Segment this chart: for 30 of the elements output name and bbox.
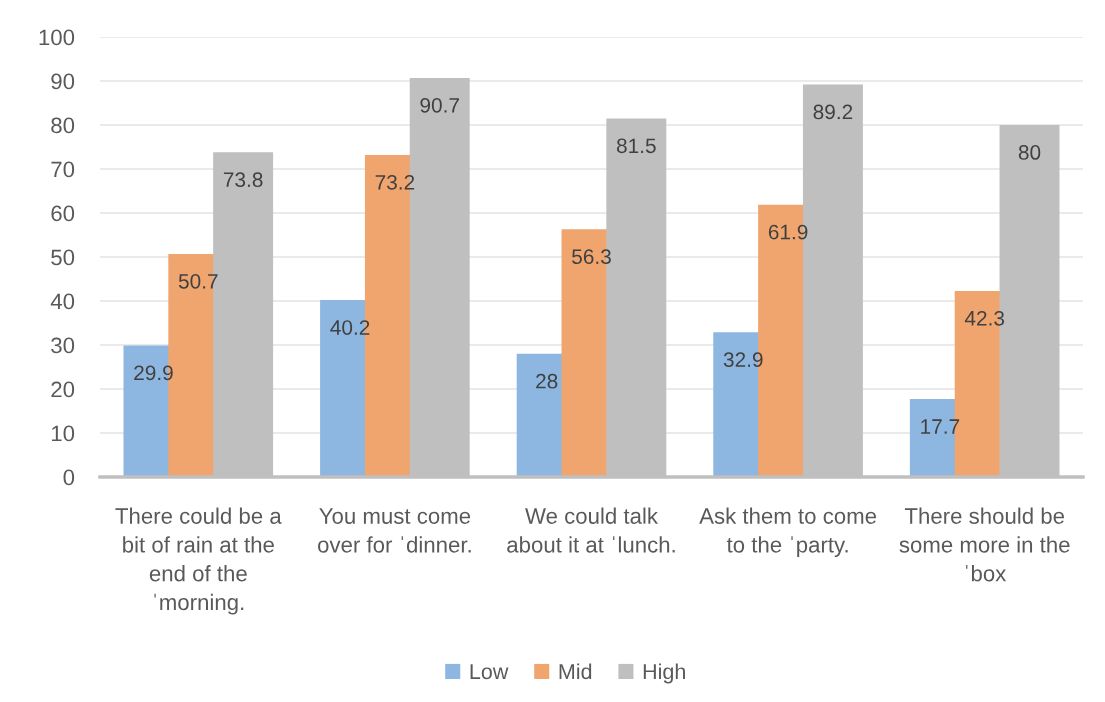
x-tick-label: Ask them to come to the ˈparty.: [699, 507, 877, 558]
data-label: 28: [536, 373, 558, 389]
data-label: 56.3: [572, 249, 611, 265]
legend-label: High: [643, 663, 685, 684]
y-tick-label: 30: [51, 337, 75, 354]
legend-label: Low: [470, 664, 509, 680]
legend-label: Mid: [559, 663, 592, 680]
data-label: 42.3: [964, 310, 1005, 326]
data-label: 81.5: [616, 138, 656, 154]
y-tick-label: 0: [63, 469, 75, 486]
data-label: 80: [1018, 145, 1041, 160]
data-label: 89.2: [813, 104, 853, 120]
y-tick-label: 90: [51, 73, 75, 90]
data-label: 73.2: [375, 174, 415, 190]
y-tick-label: 60: [51, 205, 75, 222]
x-tick-label: You must come over for ˈdinner.: [318, 508, 471, 553]
x-tick-label: There could be a bit of rain at the end of the ˈmorning.: [115, 507, 282, 615]
y-tick-label: 70: [51, 161, 75, 178]
data-label: 50.7: [178, 273, 218, 289]
data-label: 73.8: [223, 172, 263, 188]
y-tick-label: 50: [51, 249, 75, 266]
data-label: 90.7: [420, 97, 459, 113]
y-tick-label: 10: [51, 425, 75, 442]
y-tick-label: 20: [51, 381, 75, 398]
x-tick-label: We could talk about it at ˈlunch.: [507, 507, 675, 553]
y-tick-label: 80: [51, 117, 75, 134]
y-tick-label: 40: [50, 293, 75, 310]
data-label: 61.9: [768, 224, 808, 240]
y-tick-label: 100: [39, 29, 75, 46]
x-tick-label: There should be some more in the ˈbox: [899, 507, 1070, 582]
